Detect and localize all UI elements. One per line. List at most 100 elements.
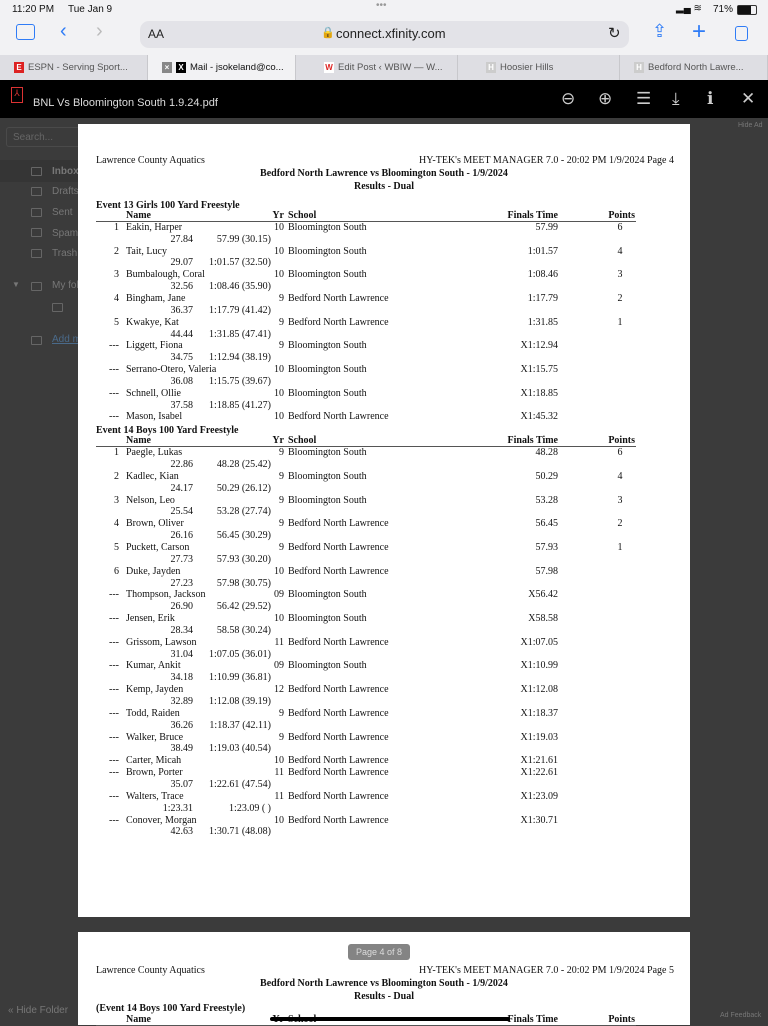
swimmer-name: Serrano-Otero, Valeria bbox=[126, 364, 217, 376]
swimmer-name: Walker, Bruce bbox=[126, 731, 184, 743]
school: Bloomington South bbox=[288, 447, 367, 459]
split-50: 35.07 bbox=[170, 778, 194, 790]
school: Bloomington South bbox=[288, 494, 367, 506]
reload-icon[interactable]: ↻ bbox=[608, 25, 621, 42]
swimmer-name: Conover, Morgan bbox=[126, 814, 197, 826]
back-icon[interactable]: ‹ bbox=[60, 20, 67, 42]
tab-edit-post[interactable]: W Edit Post ‹ WBIW — W... bbox=[296, 55, 458, 80]
place: --- bbox=[109, 707, 119, 719]
place: 1 bbox=[114, 447, 119, 459]
place: --- bbox=[109, 814, 119, 826]
school: Bedford North Lawrence bbox=[288, 731, 389, 743]
zoom-in-icon[interactable]: ⊕ bbox=[598, 89, 613, 108]
close-tab-icon[interactable]: × bbox=[162, 62, 172, 73]
year: 9 bbox=[279, 470, 284, 482]
year: 09 bbox=[274, 589, 284, 601]
place: --- bbox=[109, 755, 119, 767]
split-100: 1:01.57 (32.50) bbox=[209, 257, 271, 269]
folder-sent[interactable]: Sent bbox=[52, 207, 73, 218]
hide-ad-button[interactable]: Hide Ad bbox=[738, 122, 763, 129]
tab-label: ESPN - Serving Sport... bbox=[28, 62, 128, 73]
home-indicator[interactable] bbox=[270, 1017, 510, 1021]
split-50: 38.49 bbox=[170, 743, 194, 755]
tab-hoosier-hills[interactable]: H Hoosier Hills bbox=[458, 55, 620, 80]
year: 11 bbox=[274, 767, 284, 779]
folder-icon bbox=[52, 303, 63, 312]
split-100: 1:23.09 ( ) bbox=[229, 802, 271, 814]
folder-open-icon bbox=[31, 282, 42, 291]
split-100: 1:18.37 (42.11) bbox=[209, 719, 271, 731]
tab-label: Hoosier Hills bbox=[500, 62, 554, 73]
forward-icon[interactable]: › bbox=[96, 20, 103, 42]
tab-espn[interactable]: E ESPN - Serving Sport... bbox=[0, 55, 148, 80]
text-size-button[interactable]: AA bbox=[148, 27, 165, 41]
split-100: 1:12.94 (38.19) bbox=[209, 352, 271, 364]
event-title: Event 14 Boys 100 Yard Freestyle bbox=[96, 425, 239, 437]
meet-title: Bedford North Lawrence vs Bloomington So… bbox=[260, 168, 508, 179]
folder-trash[interactable]: Trash bbox=[52, 248, 78, 259]
school: Bloomington South bbox=[288, 613, 367, 625]
school: Bloomington South bbox=[288, 245, 367, 257]
tab-bnl[interactable]: H Bedford North Lawre... bbox=[620, 55, 768, 80]
split-50: 37.58 bbox=[170, 399, 194, 411]
hide-folders-button[interactable]: « Hide Folder bbox=[8, 1005, 69, 1016]
my-folders[interactable]: My fol bbox=[52, 280, 78, 291]
mail-sidebar-dimmed: Search... Inbox Drafts Sent Spam Trash ▼… bbox=[0, 118, 78, 1025]
multitask-dots-icon[interactable]: ••• bbox=[376, 0, 387, 11]
sidebar-toggle-icon[interactable] bbox=[16, 24, 35, 40]
download-icon[interactable]: ⤓ bbox=[672, 89, 680, 108]
finals-time: 57.99 bbox=[535, 221, 559, 233]
year: 9 bbox=[279, 731, 284, 743]
caret-down-icon[interactable]: ▼ bbox=[12, 280, 20, 289]
year: 10 bbox=[274, 613, 284, 625]
finals-time: 57.98 bbox=[535, 565, 559, 577]
split-100: 50.29 (26.12) bbox=[216, 482, 271, 494]
search-input[interactable]: Search... bbox=[6, 127, 78, 147]
new-tab-icon[interactable]: + bbox=[692, 18, 707, 45]
place: 2 bbox=[114, 470, 119, 482]
share-icon[interactable]: ⇪ bbox=[652, 21, 668, 41]
split-100: 1:31.85 (47.41) bbox=[209, 328, 271, 340]
results-subtitle: Results - Dual bbox=[353, 181, 414, 192]
finals-time: 53.28 bbox=[535, 494, 559, 506]
school: Bedford North Lawrence bbox=[288, 636, 389, 648]
folder-drafts[interactable]: Drafts bbox=[52, 186, 78, 197]
pdf-viewer-toolbar: ⅄ BNL Vs Bloomington South 1.9.24.pdf ⊖ … bbox=[0, 80, 768, 118]
place: --- bbox=[109, 340, 119, 352]
place: --- bbox=[109, 387, 119, 399]
org-name: Lawrence County Aquatics bbox=[96, 155, 205, 166]
url-text[interactable]: connect.xfinity.com bbox=[336, 26, 446, 41]
ad-feedback-link[interactable]: Ad Feedback bbox=[720, 1012, 762, 1019]
year: 9 bbox=[279, 494, 284, 506]
split-50: 26.16 bbox=[170, 530, 194, 542]
folder-spam[interactable]: Spam bbox=[52, 228, 78, 239]
year: 10 bbox=[274, 565, 284, 577]
swimmer-name: Eakin, Harper bbox=[126, 221, 183, 233]
col-name: Name bbox=[126, 210, 151, 221]
menu-icon[interactable]: ☰ bbox=[636, 89, 652, 108]
split-100: 1:10.99 (36.81) bbox=[209, 672, 271, 684]
header-rule bbox=[96, 221, 636, 222]
add-mail-link[interactable]: Add m bbox=[52, 334, 78, 345]
tab-mail[interactable]: × X Mail - jsokeland@co... bbox=[148, 55, 296, 80]
school: Bedford North Lawrence bbox=[288, 292, 389, 304]
zoom-out-icon[interactable]: ⊖ bbox=[561, 89, 576, 108]
split-50: 27.73 bbox=[170, 553, 194, 565]
year: 9 bbox=[279, 447, 284, 459]
split-100: 57.93 (30.20) bbox=[216, 553, 271, 565]
finals-time: X1:23.09 bbox=[520, 790, 559, 802]
browser-toolbar: ‹ › AA 🔒 connect.xfinity.com ↻ ⇪ + bbox=[0, 18, 768, 55]
info-icon[interactable]: ℹ bbox=[707, 89, 714, 108]
split-50: 27.84 bbox=[170, 233, 194, 245]
year: 10 bbox=[274, 269, 284, 281]
tabs-overview-icon[interactable] bbox=[735, 26, 748, 41]
swimmer-name: Grissom, Lawson bbox=[126, 636, 197, 648]
close-icon[interactable]: ✕ bbox=[741, 89, 756, 108]
place: --- bbox=[109, 731, 119, 743]
year: 10 bbox=[274, 221, 284, 233]
finals-time: 1:01.57 bbox=[527, 245, 558, 257]
points: 2 bbox=[617, 292, 623, 304]
swimmer-name: Jensen, Erik bbox=[126, 613, 175, 625]
address-bar[interactable]: AA 🔒 connect.xfinity.com ↻ bbox=[140, 21, 629, 48]
folder-inbox[interactable]: Inbox bbox=[52, 166, 78, 177]
